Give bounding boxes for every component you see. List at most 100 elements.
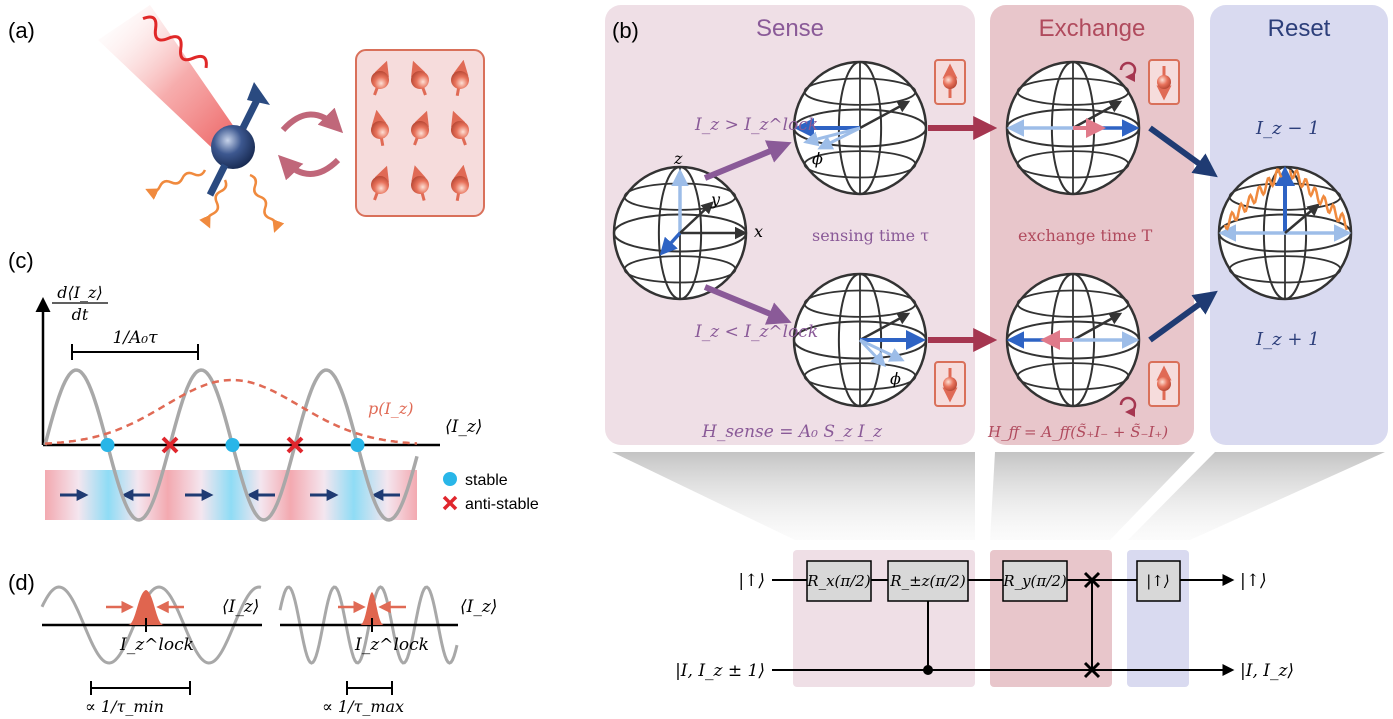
spin-tail [206,163,229,197]
panel-d-label: (d) [8,570,35,595]
period-label: 1/A₀τ [112,328,158,348]
electron-spin-icon [211,125,255,169]
sense-branch-arrow-down [703,284,792,325]
nuclear-spin-icon [411,165,429,201]
scale-label-max: ∝ 1/τ_max [322,697,404,716]
exchange-title: Exchange [1039,15,1146,42]
flip-arrow-icon [1119,396,1137,417]
axis-arrow [859,312,911,342]
antistable-point-icon [286,436,304,454]
axis-arrow [1072,100,1123,130]
c-xlabel: ⟨I_z⟩ [445,417,482,437]
panel-c-label: (c) [8,248,34,273]
bloch-sphere-sense-up [792,60,928,196]
laser-beam [98,5,250,165]
swap-x-icon [1083,571,1101,589]
nucleus [1157,75,1171,89]
h-sense-label: H_sense = A₀ S_z I_z [701,422,883,442]
gate-rz [887,560,969,602]
nucleus [451,176,469,194]
cond-less: I_z < I_z^lock [694,322,818,342]
x-stroke [161,436,179,454]
bloch-sphere-exchange-down [1005,272,1141,408]
reset-arrow-up [1148,125,1218,178]
gate-reset [1136,560,1181,602]
flip-arrow-icon [1119,61,1137,82]
nuclear-spins [371,59,469,202]
gate-rx [806,560,872,602]
drift-curve-min [40,585,262,665]
gate-reset-label: |↑⟩ [1146,572,1169,590]
sense-funnel [612,452,975,540]
photon-icon [145,169,207,200]
stable-point-icon [225,438,240,452]
exchange-arrow-icon [280,107,344,134]
nucleus [371,176,389,194]
nucleus [943,75,957,89]
photon-icon [1288,169,1348,231]
exchange-time-label: exchange time T [1018,226,1153,245]
reset-arrow-down [1148,290,1218,343]
dist-label: p(I_z) [368,399,413,418]
bloch-spheres [612,60,1353,408]
nuclear-up-state-icon [934,59,966,105]
bloch-sphere-initial [612,165,748,301]
exchange-funnel [990,452,1195,540]
panel-a-label: (a) [8,18,35,43]
antistable-point-icon [161,436,179,454]
spin-vector-faded [803,126,861,147]
spin-arrow-head [247,82,270,105]
cond-greater: I_z > I_z^lock [694,115,818,135]
control-dot [923,665,933,675]
ylabel-numerator: d⟨I_z⟩ [57,283,102,302]
bloch-sphere-sense-down [792,272,928,408]
nucleus [411,176,429,194]
nucleus [371,71,389,89]
lock-label-max: I_z^lock [354,635,429,655]
sense-branch-arrow-up [703,140,792,181]
d-xlabel-max: ⟨I_z⟩ [460,597,497,617]
output-bottom-label: |I, I_z⟩ [1240,661,1294,681]
panel-c: d⟨I_z⟩ dt 1/A₀τ p(I_z) ⟨I_z⟩ stable anti… [35,283,539,522]
nuclear-state-boxes [934,59,1180,417]
antistable-legend-icon [442,495,458,511]
swap-x-icon [1083,661,1101,679]
distribution-curve [44,378,418,445]
axis-arrow [1072,312,1123,342]
input-bottom-label: |I, I_z ± 1⟩ [675,661,765,681]
stable-point-icon [100,438,115,452]
input-top-label: |↑⟩ [738,571,765,591]
nuclear-spin-icon [371,165,389,201]
photon-icon [249,173,285,233]
locked-distribution-min [128,590,164,625]
reset-plus-label: I_z + 1 [1255,329,1320,350]
gate-rz-label: R_±z(π/2) [889,572,966,590]
gate-ry-label: R_y(π/2) [1002,572,1067,590]
nucleus [1157,377,1171,391]
lock-label-min: I_z^lock [119,635,194,655]
nuclear-spin-icon [451,164,469,202]
axis-arrow [1284,203,1320,234]
stable-legend-icon [443,472,457,486]
photon-icon [199,179,228,229]
drift-curve-max [278,585,459,665]
nucleus [411,121,429,139]
axis-arrow [859,100,911,130]
spin-vector-faded [859,338,905,362]
nucleus [943,377,957,391]
gate-ry [1002,560,1068,602]
photon-icon [1223,168,1283,231]
reset-funnel [1128,452,1385,540]
antistable-legend-label: anti-stable [465,496,539,513]
axis-z-label: z [673,149,683,168]
nucleus [451,71,469,89]
phi-label-down: ϕ [890,369,901,388]
fixed-points [100,436,365,454]
panel-a [98,5,485,233]
initial-spin-arrow [659,231,682,256]
nucleus [411,71,429,89]
stability-stripe [45,470,417,520]
nuclear-spin-icon [451,110,469,146]
sense-title: Sense [756,15,824,42]
